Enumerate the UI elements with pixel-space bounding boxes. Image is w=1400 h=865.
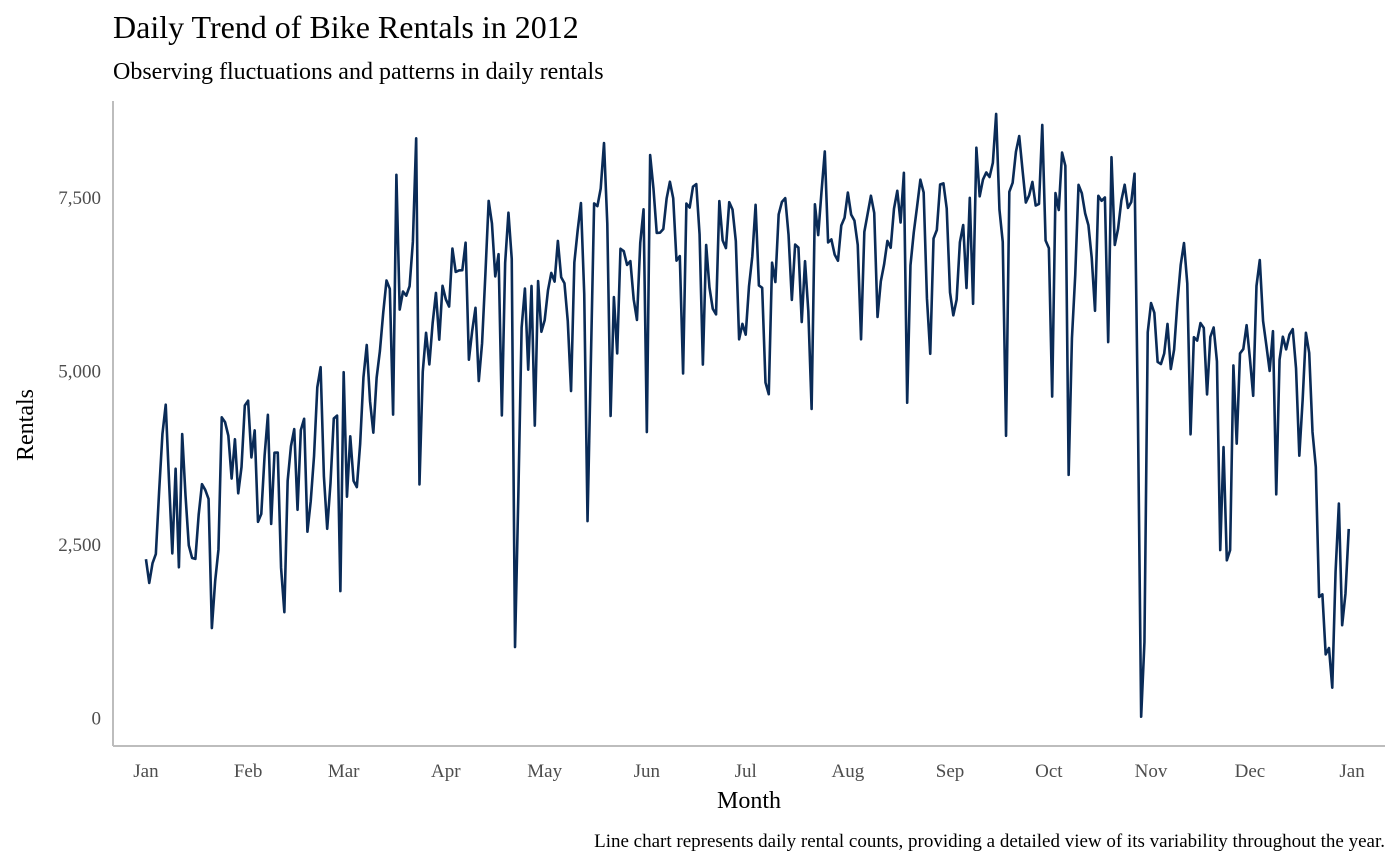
y-tick-label: 2,500 <box>58 535 101 556</box>
x-tick-label: May <box>527 761 562 782</box>
chart-subtitle: Observing fluctuations and patterns in d… <box>113 59 604 85</box>
x-tick-label: Mar <box>328 761 360 782</box>
x-tick-label: Sep <box>936 761 965 782</box>
y-tick-labels: 0 2,500 5,000 7,500 <box>58 188 101 729</box>
x-tick-labels: Jan Feb Mar Apr May Jun Jul Aug Sep Oct Nov Dec Jan <box>133 761 1365 782</box>
x-tick-label: Feb <box>234 761 263 782</box>
y-axis-title: Rentals <box>13 389 39 461</box>
x-tick-label: Oct <box>1035 761 1063 782</box>
y-tick-label: 5,000 <box>58 361 101 382</box>
daily-rentals-line <box>144 112 1351 719</box>
x-tick-label: Dec <box>1235 761 1266 782</box>
x-tick-label: Nov <box>1135 761 1168 782</box>
y-tick-label: 0 <box>92 708 102 729</box>
x-tick-label: Jun <box>634 761 661 782</box>
y-tick-label: 7,500 <box>58 188 101 209</box>
x-tick-label: Apr <box>431 761 461 782</box>
x-tick-label: Aug <box>831 761 864 782</box>
chart-title: Daily Trend of Bike Rentals in 2012 <box>113 9 579 45</box>
x-tick-label: Jul <box>735 761 757 782</box>
x-tick-label: Jan <box>1339 761 1365 782</box>
x-axis-title: Month <box>717 788 781 814</box>
x-tick-label: Jan <box>133 761 159 782</box>
chart-caption: Line chart represents daily rental count… <box>594 831 1385 852</box>
